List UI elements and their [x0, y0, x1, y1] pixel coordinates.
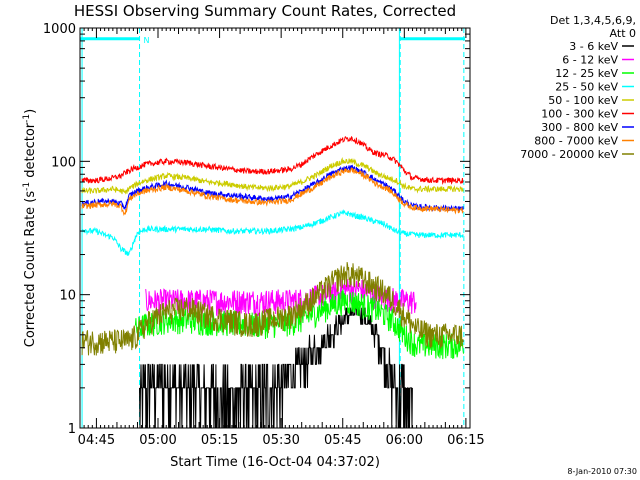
series-line: [81, 135, 464, 185]
plot-area: N: [80, 28, 466, 429]
y-axis-label-part2: detector: [23, 122, 38, 182]
legend-entry-label: 25 - 50 keV: [555, 81, 618, 94]
x-tick-label: 05:45: [324, 433, 361, 448]
y-tick-label: 100: [51, 155, 76, 170]
y-axis-label-part3: ): [23, 109, 38, 114]
series-line: [139, 307, 413, 429]
legend-entry-label: 300 - 800 keV: [541, 121, 618, 134]
y-axis-label-sup1: -1: [22, 182, 32, 191]
y-axis-label-part1: Corrected Count Rate (s: [23, 191, 38, 348]
series-line: [81, 156, 464, 195]
y-tick-label: 10: [59, 289, 76, 304]
series-line: [81, 262, 464, 356]
y-axis-label-sup2: -1: [22, 114, 32, 123]
legend-entry-label: 12 - 25 keV: [555, 67, 618, 80]
x-tick-label: 06:15: [447, 433, 484, 448]
series-line: [81, 208, 464, 257]
legend-entry-label: 7000 - 20000 keV: [520, 148, 618, 161]
x-tick-label: 05:30: [262, 433, 299, 448]
y-tick-label: 1: [68, 422, 76, 437]
legend-header-line2: Att 0: [610, 27, 636, 40]
night-marker: N: [144, 36, 150, 45]
series-line: [81, 167, 464, 216]
x-tick-label: 04:45: [78, 433, 115, 448]
x-axis-label: Start Time (16-Oct-04 04:37:02): [170, 455, 380, 470]
legend-entry-label: 3 - 6 keV: [569, 40, 618, 53]
legend-entry-label: 50 - 100 keV: [548, 94, 618, 107]
axes: 1 10 100 1000 04:45 05:00 05:15 05:30 05:45 06:00…: [43, 22, 485, 448]
legend-entry-label: 6 - 12 keV: [562, 54, 618, 67]
chart-title: HESSI Observing Summary Count Rates, Cor…: [74, 2, 456, 20]
y-tick-label: 1000: [43, 22, 76, 37]
plot-frame: [79, 27, 471, 429]
x-tick-label: 05:15: [201, 433, 238, 448]
x-tick-label: 06:00: [386, 433, 423, 448]
plot-timestamp: 8-Jan-2010 07:30: [567, 467, 637, 476]
legend-entry-label: 800 - 7000 keV: [534, 135, 618, 148]
y-axis-label: Corrected Count Rate (s-1 detector-1): [22, 109, 38, 347]
x-tick-label: 05:00: [139, 433, 176, 448]
legend-header-line1: Det 1,3,4,5,6,9,: [550, 14, 636, 27]
legend-entry-label: 100 - 300 keV: [541, 108, 618, 121]
